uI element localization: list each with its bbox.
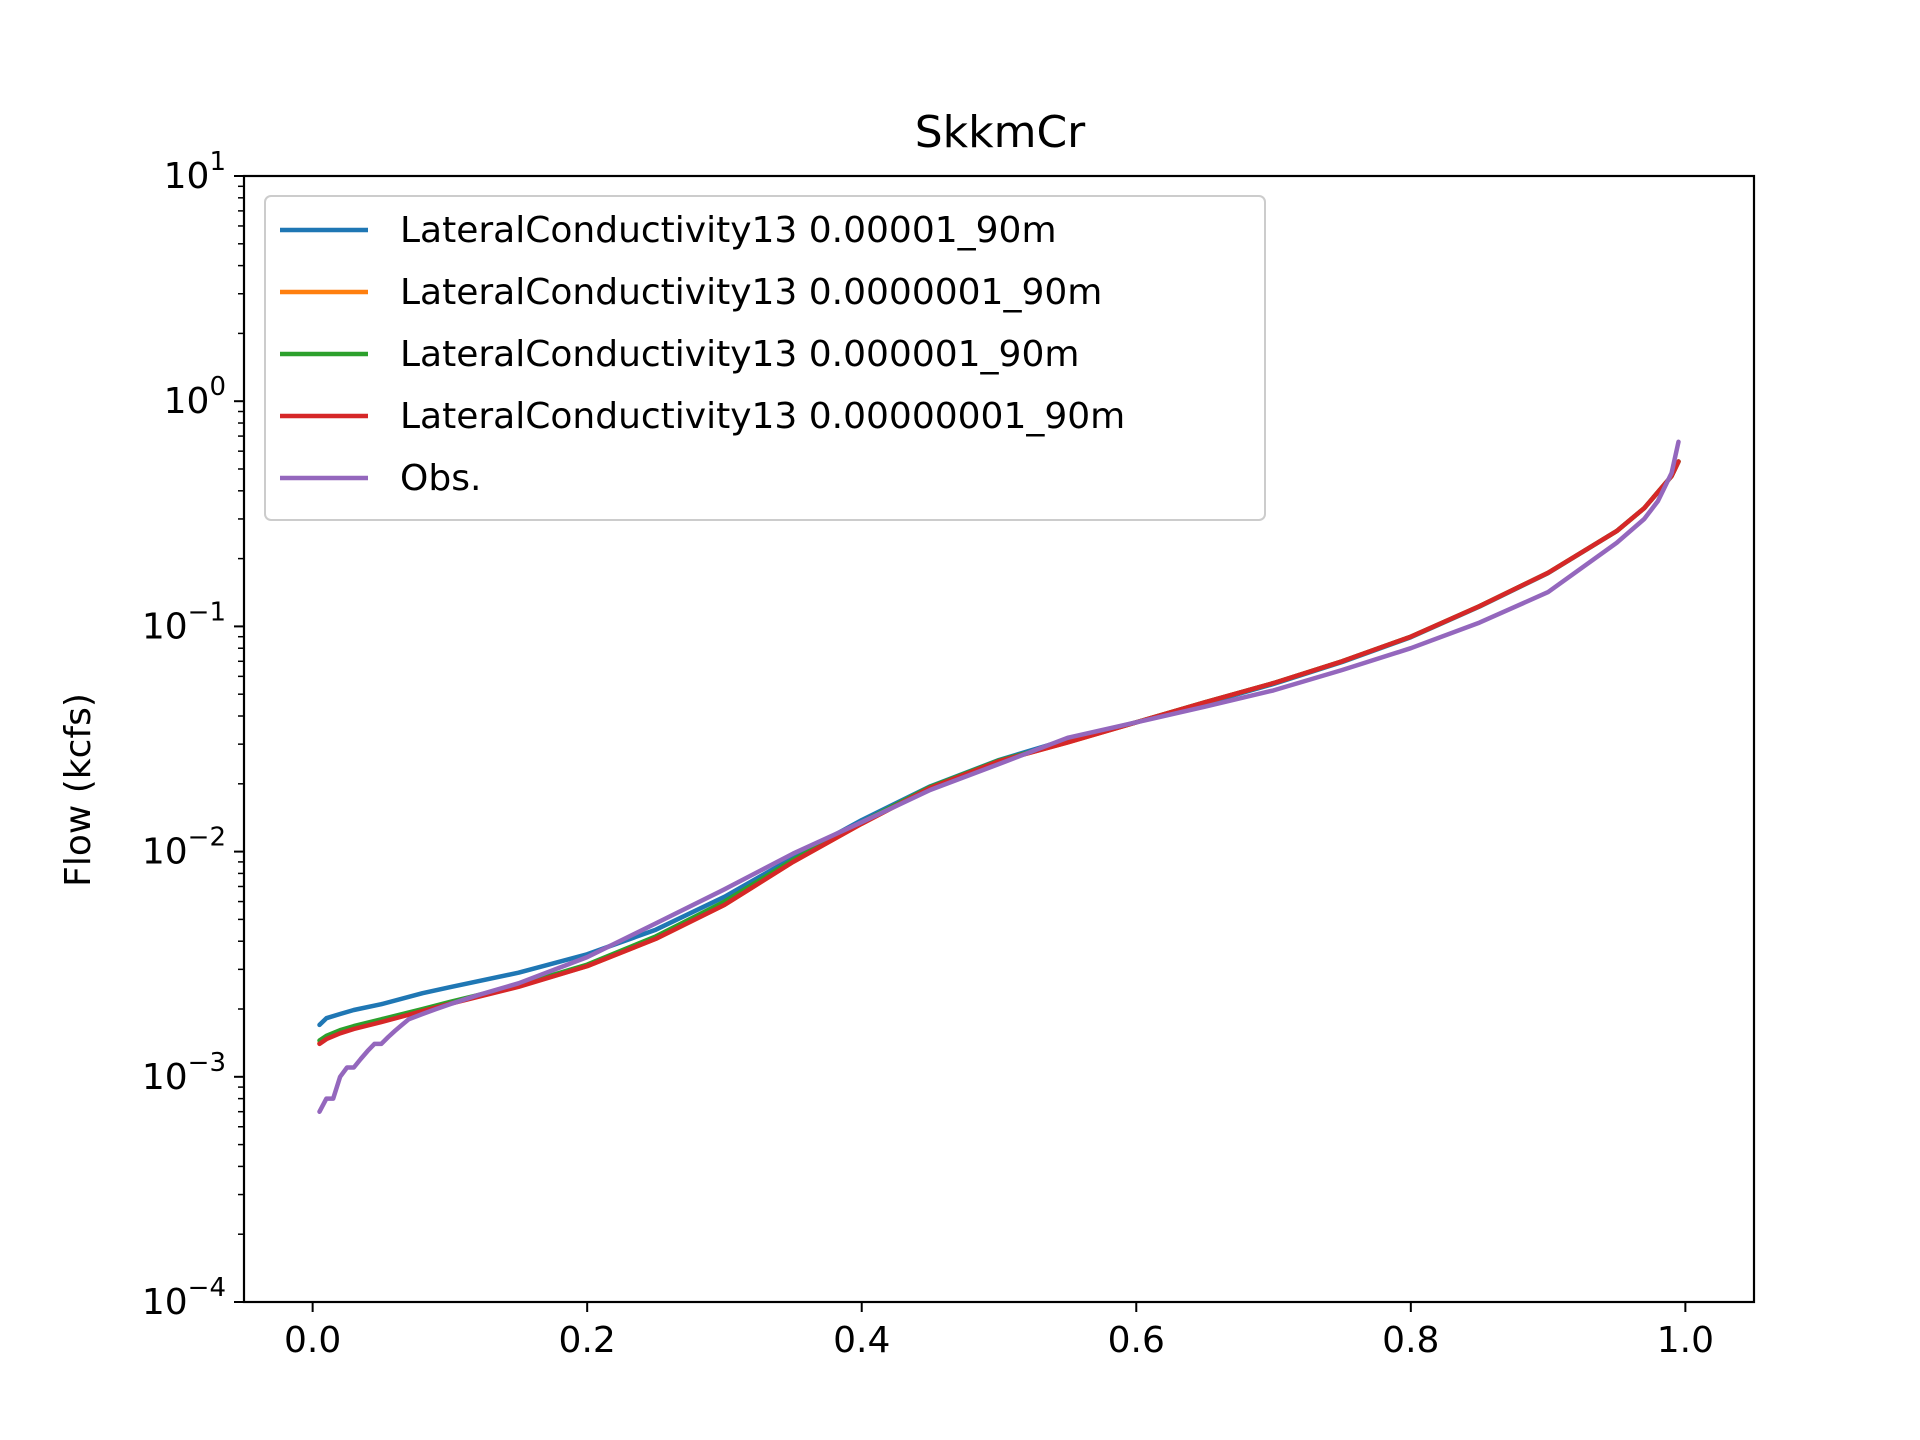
x-tick-label: 1.0 xyxy=(1657,1320,1714,1361)
legend-label: Obs. xyxy=(400,458,481,499)
x-tick-label: 0.4 xyxy=(833,1320,890,1361)
y-tick-label: 10−4 xyxy=(142,1273,226,1323)
y-tick-label-base: 10 xyxy=(142,606,188,647)
y-tick-label-base: 10 xyxy=(142,832,188,873)
y-tick-label-base: 10 xyxy=(142,1282,188,1323)
series-line-5 xyxy=(317,439,1681,1114)
y-axis-label: Flow (kcfs) xyxy=(58,693,99,887)
y-tick-label-exponent: 1 xyxy=(209,147,226,177)
series-lines xyxy=(317,439,1681,1114)
x-tick-label: 0.8 xyxy=(1382,1320,1439,1361)
chart-title: SkkmCr xyxy=(915,107,1086,158)
y-tick-label-base: 10 xyxy=(142,1057,188,1098)
y-tick-label: 10−1 xyxy=(142,597,226,647)
legend: LateralConductivity13 0.00001_90m Lateral… xyxy=(264,195,1266,521)
x-tick-label: 0.2 xyxy=(559,1320,616,1361)
y-tick-label-exponent: −1 xyxy=(188,597,226,627)
y-tick-label-exponent: −4 xyxy=(188,1273,226,1303)
x-tick-label: 0.0 xyxy=(284,1320,341,1361)
y-tick-label-exponent: −2 xyxy=(188,823,226,853)
x-tick-label: 0.6 xyxy=(1108,1320,1165,1361)
y-tick-label-base: 10 xyxy=(164,381,210,422)
legend-label: LateralConductivity13 0.00001_90m xyxy=(400,210,1057,251)
y-tick-label-exponent: −3 xyxy=(188,1048,226,1078)
y-tick-label: 101 xyxy=(164,147,226,197)
y-tick-label: 10−2 xyxy=(142,823,226,873)
axes-frame xyxy=(242,174,1756,1304)
legend-label: LateralConductivity13 0.00000001_90m xyxy=(400,396,1125,437)
legend-box xyxy=(264,195,1266,521)
y-tick-label: 10−3 xyxy=(142,1048,226,1098)
legend-label: LateralConductivity13 0.0000001_90m xyxy=(400,272,1102,313)
y-tick-label: 100 xyxy=(164,372,226,422)
y-tick-label-exponent: 0 xyxy=(209,372,226,402)
y-tick-label-base: 10 xyxy=(164,156,210,197)
legend-label: LateralConductivity13 0.000001_90m xyxy=(400,334,1079,375)
